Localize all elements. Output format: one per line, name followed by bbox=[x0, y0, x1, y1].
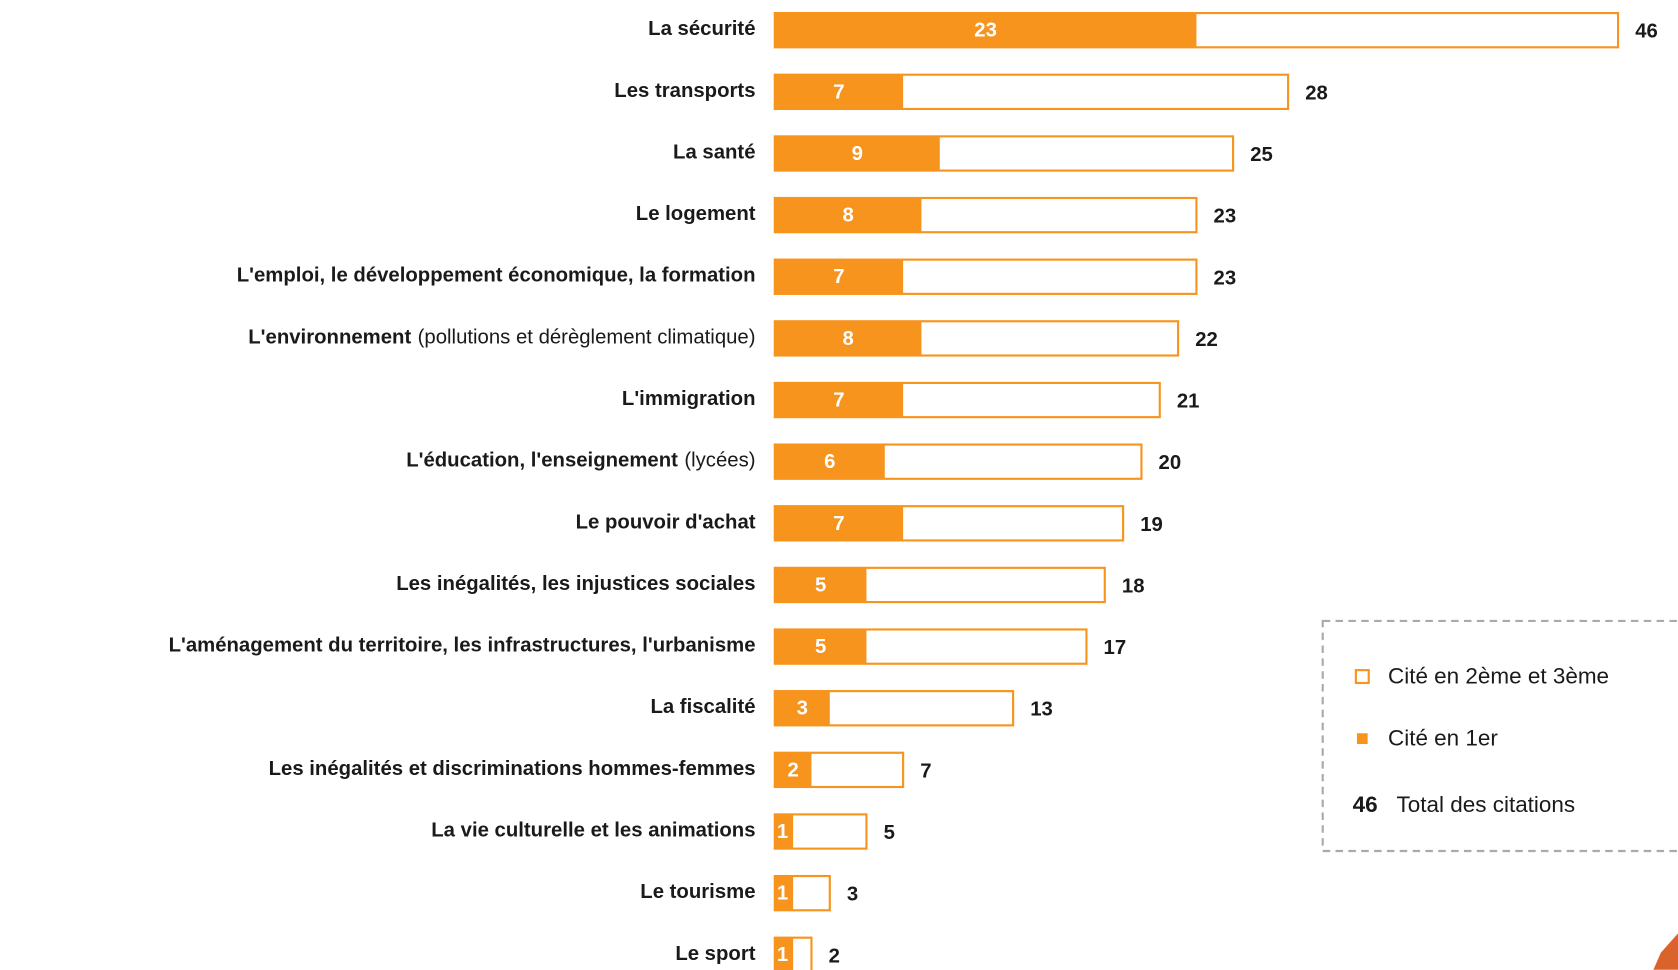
first-value-label: 7 bbox=[833, 266, 844, 288]
category-name: Les transports bbox=[614, 80, 755, 102]
category-label: L'aménagement du territoire, les infrast… bbox=[169, 635, 756, 657]
total-value-label: 19 bbox=[1140, 514, 1163, 536]
first-value-label: 7 bbox=[833, 389, 844, 411]
legend-total-value: 46 bbox=[1353, 792, 1378, 817]
category-name: Le tourisme bbox=[640, 882, 755, 904]
total-value-label: 21 bbox=[1177, 391, 1200, 413]
first-bar bbox=[774, 876, 794, 911]
first-value-label: 1 bbox=[777, 944, 788, 966]
category-note: (pollutions et dérèglement climatique) bbox=[418, 327, 756, 349]
category-label: Le pouvoir d'achat bbox=[576, 512, 756, 534]
first-bar bbox=[774, 13, 1197, 48]
first-bar bbox=[774, 691, 830, 726]
first-bar bbox=[774, 74, 904, 109]
total-value-label: 25 bbox=[1250, 144, 1273, 166]
total-value-label: 23 bbox=[1214, 267, 1237, 289]
category-label: Le logement bbox=[636, 203, 756, 225]
category-name: La santé bbox=[673, 142, 755, 164]
total-value-label: 28 bbox=[1305, 82, 1328, 104]
category-name: Le logement bbox=[636, 203, 756, 225]
category-name: La fiscalité bbox=[650, 697, 755, 719]
first-value-label: 8 bbox=[842, 205, 853, 227]
legend-total-label: Total des citations bbox=[1397, 792, 1576, 817]
category-label: Les inégalités, les injustices sociales bbox=[396, 573, 755, 595]
legend-box bbox=[1321, 619, 1678, 853]
first-bar bbox=[774, 382, 904, 418]
total-value-label: 7 bbox=[920, 760, 931, 782]
first-bar bbox=[774, 444, 885, 479]
first-value-label: 2 bbox=[787, 759, 798, 781]
category-name: L'aménagement du territoire, les infrast… bbox=[169, 635, 756, 657]
total-value-label: 23 bbox=[1214, 206, 1237, 228]
first-value-label: 23 bbox=[974, 20, 997, 42]
category-name: La sécurité bbox=[648, 19, 755, 41]
category-name: Le sport bbox=[675, 943, 755, 965]
category-label: La santé bbox=[673, 142, 755, 164]
total-value-label: 17 bbox=[1104, 637, 1127, 659]
first-value-label: 8 bbox=[842, 328, 853, 350]
total-value-label: 13 bbox=[1030, 699, 1053, 721]
category-label: L'emploi, le développement économique, l… bbox=[237, 265, 756, 287]
first-value-label: 1 bbox=[777, 821, 788, 843]
legend-filled-swatch bbox=[1356, 733, 1368, 744]
first-bar bbox=[774, 629, 867, 664]
category-label: L'environnement (pollutions et dérèglemen… bbox=[248, 327, 755, 349]
category-name: L'immigration bbox=[622, 388, 756, 410]
first-value-label: 9 bbox=[852, 143, 863, 165]
total-value-label: 46 bbox=[1635, 21, 1658, 43]
total-value-label: 5 bbox=[884, 822, 895, 844]
first-value-label: 3 bbox=[797, 698, 808, 720]
legend-filled-label: Cité en 1er bbox=[1388, 726, 1498, 751]
category-label: Les transports bbox=[614, 80, 755, 102]
total-value-label: 20 bbox=[1159, 452, 1182, 474]
category-name: Les inégalités, les injustices sociales bbox=[396, 573, 755, 595]
first-value-label: 5 bbox=[815, 636, 826, 658]
legend-outline-swatch bbox=[1354, 669, 1370, 685]
corner-logo bbox=[1653, 933, 1678, 970]
first-value-label: 1 bbox=[777, 883, 788, 905]
total-value-label: 3 bbox=[847, 884, 858, 906]
category-name: Les inégalités et discriminations hommes… bbox=[269, 758, 756, 780]
total-value-label: 22 bbox=[1195, 329, 1218, 351]
first-bar bbox=[774, 321, 922, 356]
first-bar bbox=[774, 506, 904, 541]
category-name: Le pouvoir d'achat bbox=[576, 512, 756, 534]
first-bar bbox=[774, 197, 922, 233]
category-label: La vie culturelle et les animations bbox=[431, 820, 755, 842]
category-label: La sécurité bbox=[648, 19, 755, 41]
first-value-label: 7 bbox=[833, 513, 844, 535]
category-note: (lycées) bbox=[684, 450, 755, 472]
category-label: Les inégalités et discriminations hommes… bbox=[269, 758, 756, 780]
first-bar bbox=[774, 567, 867, 603]
first-value-label: 5 bbox=[815, 574, 826, 596]
category-label: Le tourisme bbox=[640, 882, 755, 904]
first-bar bbox=[774, 937, 794, 970]
first-value-label: 6 bbox=[824, 451, 835, 473]
category-name: L'éducation, l'enseignement bbox=[406, 450, 678, 472]
first-bar bbox=[774, 752, 812, 787]
first-bar bbox=[774, 259, 904, 294]
category-name: L'environnement bbox=[248, 327, 411, 349]
category-label: Le sport bbox=[675, 943, 755, 965]
total-value-label: 18 bbox=[1122, 575, 1145, 597]
category-label: La fiscalité bbox=[650, 697, 755, 719]
first-bar bbox=[774, 136, 940, 171]
category-name: La vie culturelle et les animations bbox=[431, 820, 755, 842]
first-value-label: 7 bbox=[833, 81, 844, 103]
first-bar bbox=[774, 814, 794, 849]
legend-outline-label: Cité en 2ème et 3ème bbox=[1388, 664, 1609, 689]
total-value-label: 2 bbox=[829, 945, 840, 967]
category-label: L'immigration bbox=[622, 388, 756, 410]
category-label: L'éducation, l'enseignement (lycées) bbox=[406, 450, 755, 472]
category-name: L'emploi, le développement économique, l… bbox=[237, 265, 756, 287]
